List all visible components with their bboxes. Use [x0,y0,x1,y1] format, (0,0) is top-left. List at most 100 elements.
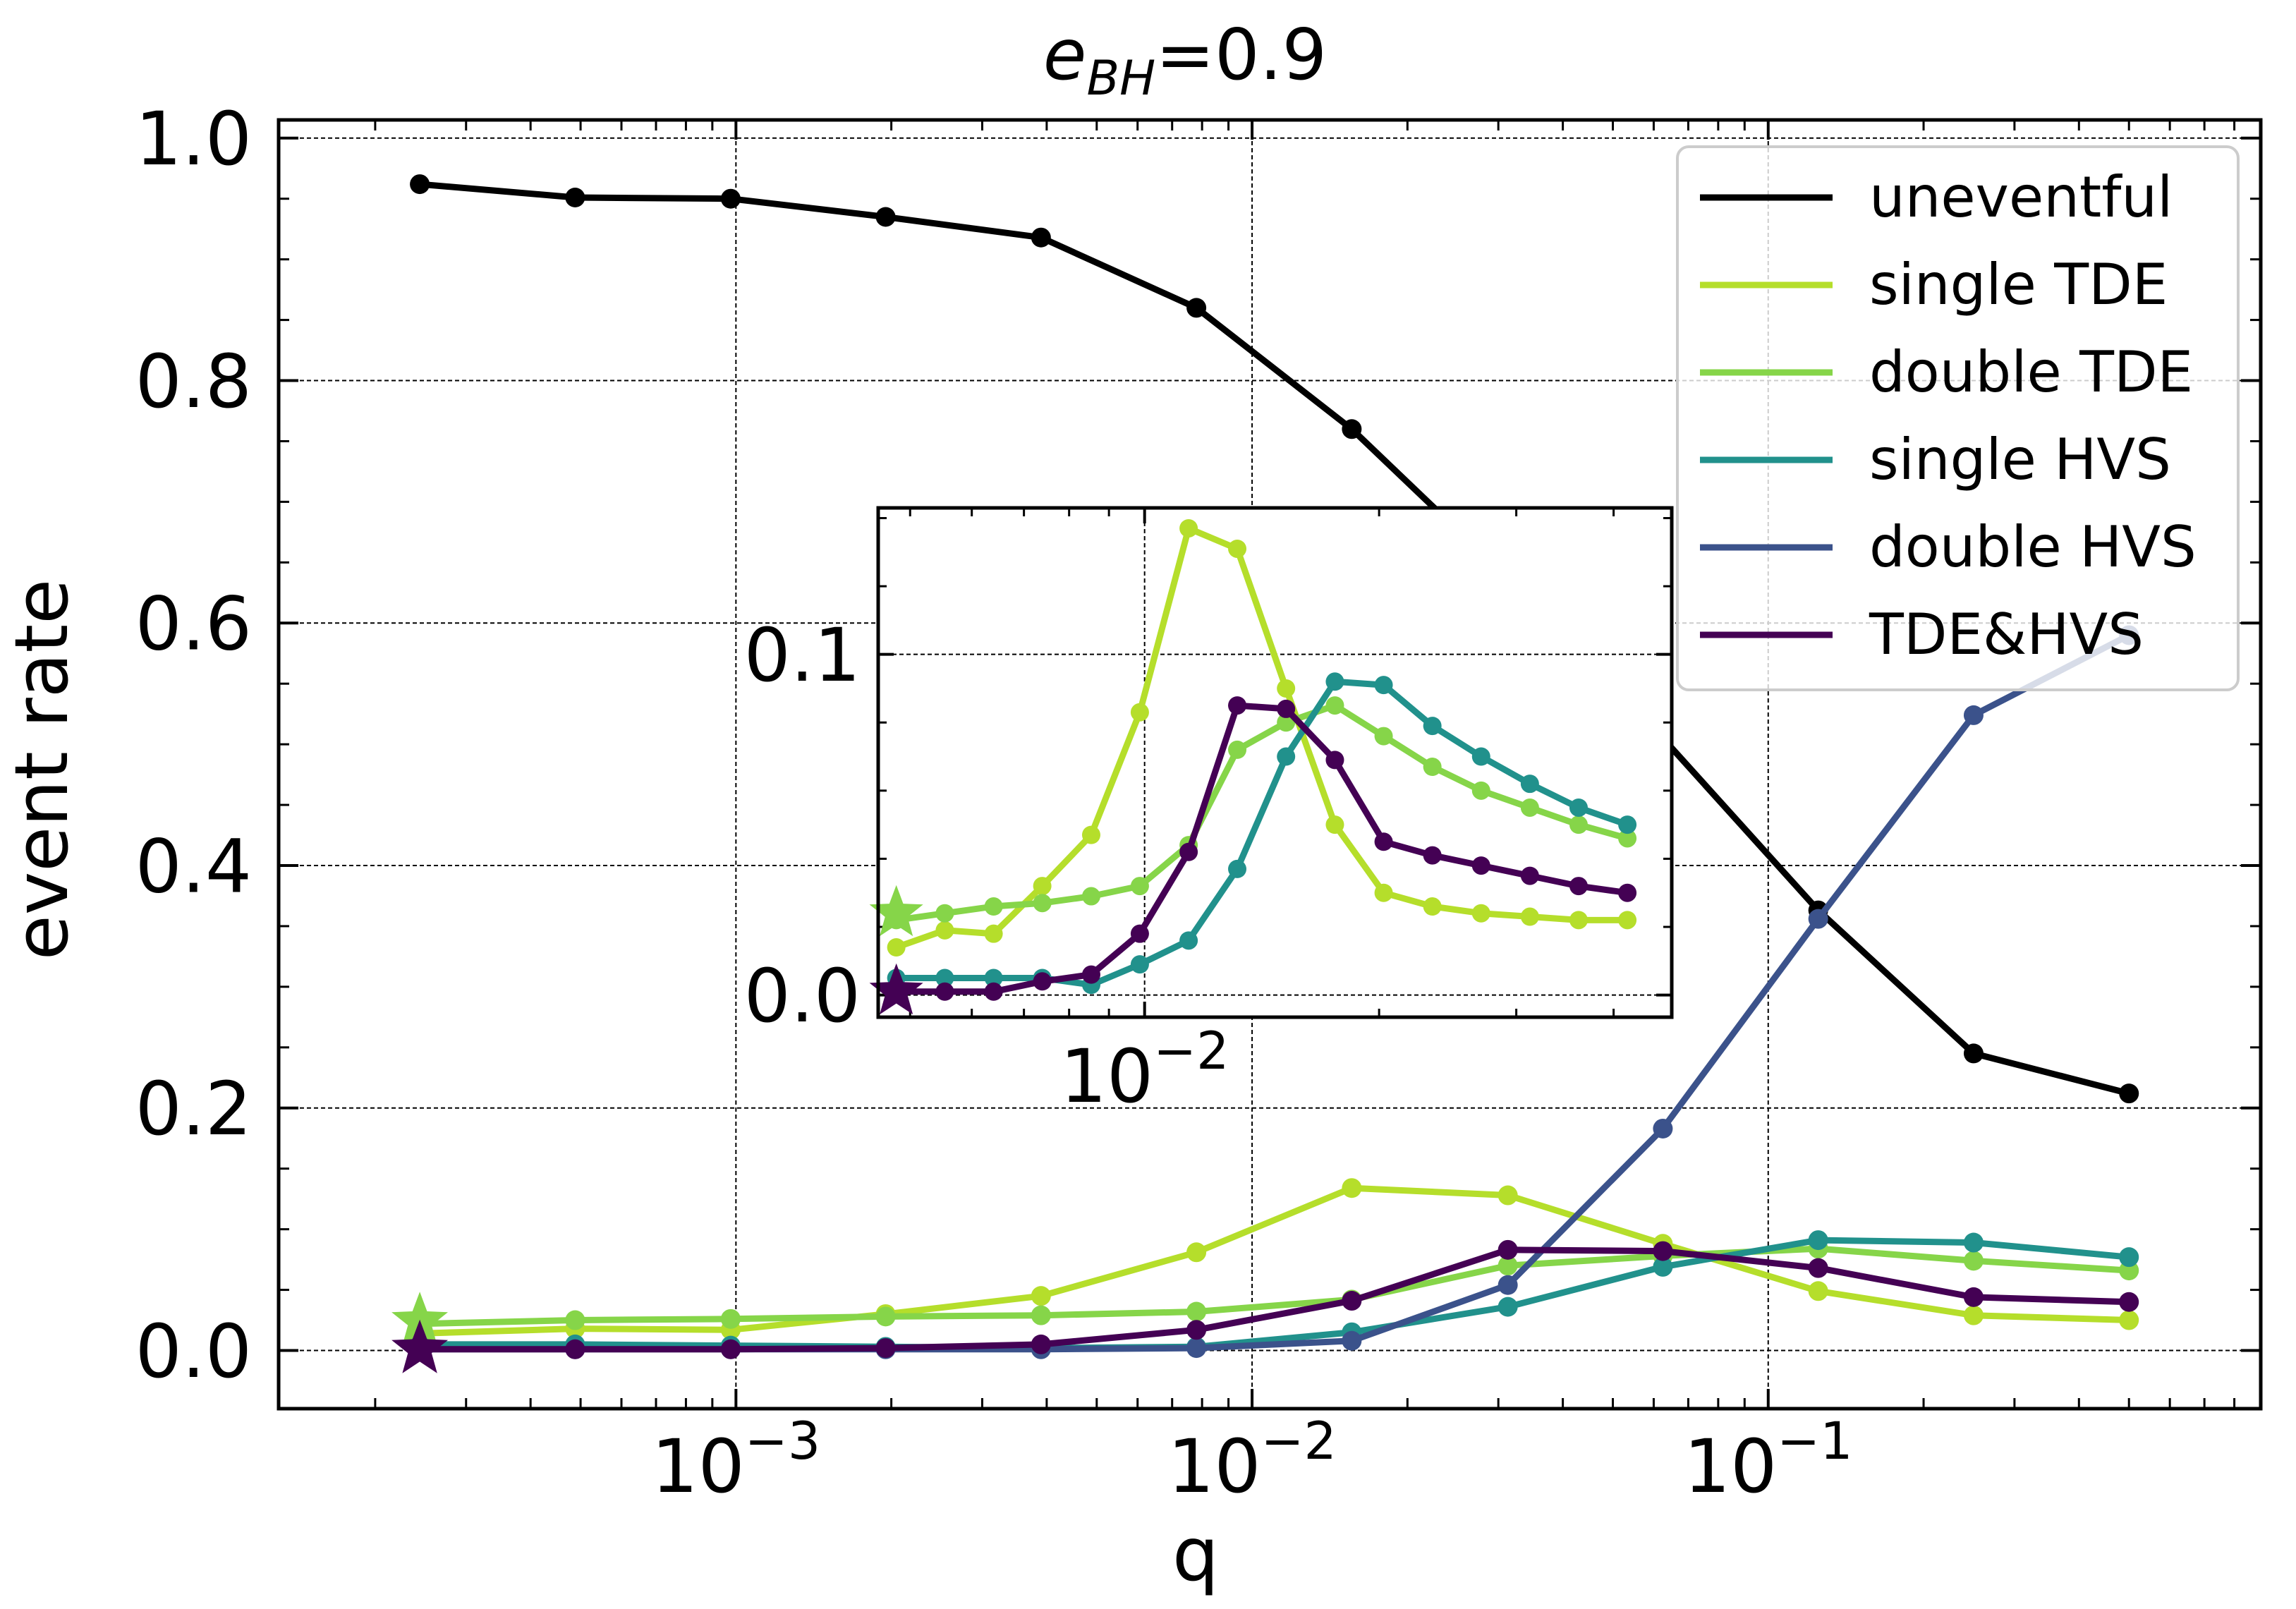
x-tick-exponent: −3 [745,1411,820,1471]
data-point-single-tde [1808,1281,1828,1301]
legend-label-double-hvs: double HVS [1869,514,2197,580]
series-line-single-hvs [420,1237,2130,1352]
data-point-tde-hvs [2119,1292,2139,1312]
data-point-single-hvs [1423,717,1442,736]
y-tick-label: 0.1 [744,612,861,698]
data-point-tde-hvs [1031,1334,1051,1354]
data-point-double-tde [1186,1301,1207,1322]
y-tick-label: 1.0 [135,96,252,182]
data-point-double-tde [1423,758,1442,777]
series-line-single-hvs [896,678,1629,988]
data-point-tde-hvs [1342,1291,1362,1311]
data-point-double-tde [1569,815,1588,834]
y-tick-label: 0.0 [744,953,861,1039]
data-point-tde-hvs [1374,832,1393,851]
data-point-single-tde [1520,907,1539,926]
x-tick-exponent: −2 [1153,1021,1229,1081]
data-point-tde-hvs [1808,1258,1828,1278]
data-point-double-tde [935,904,954,923]
data-point-uneventful [565,187,585,207]
data-point-double-tde [1498,1256,1518,1276]
data-point-single-hvs [1653,1256,1673,1277]
data-point-single-hvs [1498,1297,1518,1317]
data-point-tde-hvs [984,982,1003,1001]
data-point-uneventful [410,174,430,195]
main-axes-frame [277,118,2263,1411]
data-point-double-tde [720,1309,741,1329]
data-point-single-tde [1081,825,1100,844]
data-point-single-tde [1186,1242,1207,1263]
data-point-tde-hvs [1033,972,1052,991]
series-line-double-tde [419,1245,2130,1328]
data-point-single-hvs [1325,672,1344,691]
data-point-single-hvs [1520,775,1539,794]
data-point-double-tde [1033,894,1052,913]
series-line-single-tde [895,525,1628,951]
y-tick-label: 0.6 [135,581,252,667]
star-marker [869,963,923,1015]
data-point-tde-hvs [720,1339,741,1359]
data-point-tde-hvs [1569,877,1588,896]
data-point-double-hvs [1808,909,1828,929]
data-point-single-tde [1033,877,1052,896]
x-tick-base: 10 [1060,1033,1153,1119]
data-point-double-tde [565,1310,585,1330]
x-tick-base: 10 [1684,1423,1777,1510]
data-point-tde-hvs [1325,751,1344,770]
legend-label-single-tde: single TDE [1869,252,2168,317]
data-point-single-hvs [1963,1232,1984,1253]
data-point-single-hvs [984,969,1003,988]
data-point-double-tde [1228,740,1247,759]
data-point-single-tde [1423,897,1442,916]
data-point-tde-hvs [1423,846,1442,865]
data-point-tde-hvs [1498,1239,1518,1260]
x-tick-exponent: −2 [1261,1411,1337,1471]
star-marker [391,1292,448,1346]
data-point-single-tde [1325,815,1344,834]
data-point-single-hvs [1179,931,1198,950]
data-point-double-tde [1520,798,1539,817]
series-line-uneventful [419,181,2130,1097]
data-point-single-tde [2119,1310,2139,1330]
data-point-double-hvs [1186,1338,1207,1359]
data-point-single-tde [1569,911,1588,930]
star-marker [391,1319,448,1373]
title-subscript: BH [1086,51,1155,107]
data-point-single-hvs [1808,1230,1828,1251]
data-point-tde-hvs [875,1338,896,1359]
x-tick-label: 10−3 [652,1411,821,1510]
series-line-double-tde [896,702,1629,923]
data-point-tde-hvs [1653,1241,1673,1261]
data-point-double-tde [875,1306,896,1327]
data-point-double-tde [1374,727,1393,746]
data-point-tde-hvs [1471,856,1490,875]
data-point-single-tde [1471,904,1490,923]
data-point-double-tde [1325,696,1344,715]
title-value: 0.9 [1215,13,1327,96]
data-point-double-hvs [1498,1275,1518,1295]
inset-series [869,518,1637,1015]
legend-label-tde-hvs: TDE&HVS [1869,602,2144,667]
data-point-double-hvs [1963,705,1984,725]
data-point-tde-hvs [1186,1320,1207,1340]
data-point-double-tde [1031,1305,1051,1325]
main-ticks: 0.00.20.40.60.81.010−3 10−2 10−1 [135,96,2262,1510]
series-line-single-tde [419,1184,2130,1337]
main-series [391,174,2139,1373]
data-point-single-tde [935,921,954,940]
data-point-tde-hvs [1081,965,1100,984]
data-point-uneventful [1963,1043,1984,1064]
data-point-uneventful [1186,298,1207,318]
data-point-single-hvs [1228,859,1247,878]
data-point-tde-hvs [1277,699,1296,718]
y-tick-label: 0.4 [135,823,252,909]
data-point-double-hvs [1653,1118,1673,1139]
data-point-single-tde [1498,1185,1518,1206]
legend-label-double-tde: double TDE [1869,339,2193,405]
data-point-single-tde [887,937,906,957]
data-point-single-tde [984,924,1003,943]
data-point-tde-hvs [935,982,954,1001]
legend-label-uneventful: uneventful [1869,164,2173,230]
title-equals: = [1155,13,1215,96]
chart-title: eBH=0.9 [1043,13,1327,107]
